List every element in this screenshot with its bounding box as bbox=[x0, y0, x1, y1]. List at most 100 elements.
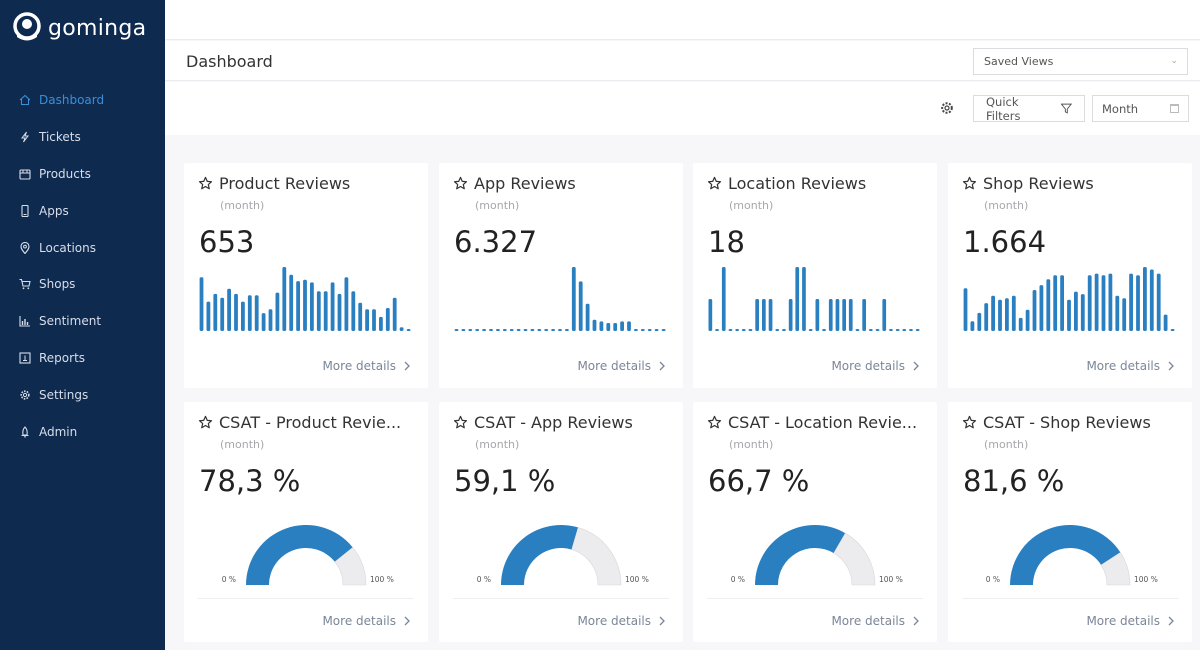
bar[interactable] bbox=[578, 281, 583, 331]
bar[interactable] bbox=[895, 329, 900, 331]
bar[interactable] bbox=[502, 329, 507, 331]
bar[interactable] bbox=[523, 329, 528, 331]
star-icon[interactable] bbox=[453, 415, 468, 430]
more-details-link[interactable]: More details bbox=[322, 359, 411, 373]
bar[interactable] bbox=[1032, 290, 1037, 331]
bar[interactable] bbox=[1122, 298, 1127, 331]
bar[interactable] bbox=[1087, 275, 1092, 331]
bar[interactable] bbox=[802, 267, 806, 331]
more-details-link[interactable]: More details bbox=[831, 614, 920, 628]
bar[interactable] bbox=[902, 329, 907, 331]
bar[interactable] bbox=[1149, 269, 1154, 332]
bar[interactable] bbox=[613, 323, 618, 331]
bar[interactable] bbox=[358, 302, 363, 331]
bar[interactable] bbox=[735, 329, 739, 331]
star-icon[interactable] bbox=[453, 176, 468, 191]
bar[interactable] bbox=[1136, 275, 1140, 331]
bar[interactable] bbox=[1039, 285, 1044, 331]
bar[interactable] bbox=[475, 329, 480, 331]
sidebar-item-shops[interactable]: Shops bbox=[0, 266, 165, 303]
bar[interactable] bbox=[1018, 317, 1023, 331]
bar[interactable] bbox=[977, 312, 982, 331]
more-details-link[interactable]: More details bbox=[322, 614, 411, 628]
bar[interactable] bbox=[1067, 299, 1071, 331]
bar[interactable] bbox=[634, 329, 638, 331]
bar[interactable] bbox=[571, 267, 576, 331]
bar[interactable] bbox=[762, 299, 766, 331]
bar[interactable] bbox=[640, 329, 645, 331]
bar[interactable] bbox=[399, 327, 404, 331]
more-details-link[interactable]: More details bbox=[831, 359, 920, 373]
bar[interactable] bbox=[862, 299, 866, 331]
bar[interactable] bbox=[496, 329, 500, 331]
bar[interactable] bbox=[379, 316, 383, 331]
bar[interactable] bbox=[330, 282, 335, 331]
bar[interactable] bbox=[728, 329, 733, 331]
bar[interactable] bbox=[775, 329, 780, 331]
bar[interactable] bbox=[822, 329, 826, 331]
more-details-link[interactable]: More details bbox=[577, 359, 666, 373]
bar[interactable] bbox=[661, 329, 666, 331]
bar[interactable] bbox=[647, 329, 652, 331]
bar[interactable] bbox=[289, 274, 294, 331]
bar[interactable] bbox=[708, 299, 713, 331]
bar[interactable] bbox=[1080, 294, 1085, 331]
dashboard-settings-gear-icon[interactable] bbox=[939, 100, 955, 116]
bar[interactable] bbox=[206, 301, 211, 331]
bar[interactable] bbox=[828, 299, 833, 331]
star-icon[interactable] bbox=[198, 415, 213, 430]
bar[interactable] bbox=[275, 292, 280, 331]
bar[interactable] bbox=[1156, 273, 1161, 331]
bar[interactable] bbox=[261, 313, 266, 331]
bar[interactable] bbox=[782, 329, 786, 331]
bar[interactable] bbox=[1046, 279, 1051, 331]
bar[interactable] bbox=[970, 321, 975, 331]
sidebar-item-reports[interactable]: Reports bbox=[0, 340, 165, 377]
bar[interactable] bbox=[1163, 314, 1168, 331]
bar[interactable] bbox=[882, 299, 887, 331]
bar[interactable] bbox=[537, 329, 542, 331]
bar[interactable] bbox=[551, 329, 555, 331]
bar[interactable] bbox=[282, 267, 287, 331]
bar[interactable] bbox=[227, 288, 231, 331]
bar[interactable] bbox=[984, 303, 989, 331]
bar[interactable] bbox=[385, 308, 390, 331]
star-icon[interactable] bbox=[962, 176, 977, 191]
bar[interactable] bbox=[875, 329, 880, 331]
bar[interactable] bbox=[1170, 329, 1175, 331]
sidebar-item-sentiment[interactable]: Sentiment bbox=[0, 303, 165, 340]
sidebar-item-apps[interactable]: Apps bbox=[0, 192, 165, 229]
bar[interactable] bbox=[220, 297, 225, 331]
bar[interactable] bbox=[461, 329, 466, 331]
bar[interactable] bbox=[620, 321, 624, 331]
bar[interactable] bbox=[721, 267, 726, 331]
bar[interactable] bbox=[915, 329, 920, 331]
sidebar-item-dashboard[interactable]: Dashboard bbox=[0, 82, 165, 119]
bar[interactable] bbox=[848, 299, 853, 331]
bar[interactable] bbox=[627, 321, 631, 331]
star-icon[interactable] bbox=[962, 415, 977, 430]
more-details-link[interactable]: More details bbox=[1086, 359, 1175, 373]
bar[interactable] bbox=[599, 321, 604, 331]
bar[interactable] bbox=[585, 303, 590, 331]
bar[interactable] bbox=[654, 329, 659, 331]
bar[interactable] bbox=[963, 288, 968, 331]
sidebar-item-admin[interactable]: Admin bbox=[0, 413, 165, 450]
bar[interactable] bbox=[323, 291, 328, 331]
bar[interactable] bbox=[482, 329, 486, 331]
bar[interactable] bbox=[565, 329, 569, 331]
star-icon[interactable] bbox=[707, 176, 722, 191]
bar[interactable] bbox=[303, 279, 307, 331]
bar[interactable] bbox=[310, 282, 314, 331]
sidebar-item-products[interactable]: Products bbox=[0, 156, 165, 193]
period-picker[interactable]: Month bbox=[1092, 95, 1189, 122]
bar[interactable] bbox=[842, 299, 846, 331]
bar[interactable] bbox=[241, 301, 245, 331]
saved-views-select[interactable]: Saved Views ⌄ bbox=[973, 48, 1188, 75]
bar[interactable] bbox=[344, 277, 349, 331]
bar[interactable] bbox=[234, 293, 238, 331]
bar[interactable] bbox=[213, 293, 218, 331]
bar[interactable] bbox=[909, 329, 913, 331]
bar[interactable] bbox=[815, 299, 820, 331]
bar[interactable] bbox=[795, 267, 800, 331]
